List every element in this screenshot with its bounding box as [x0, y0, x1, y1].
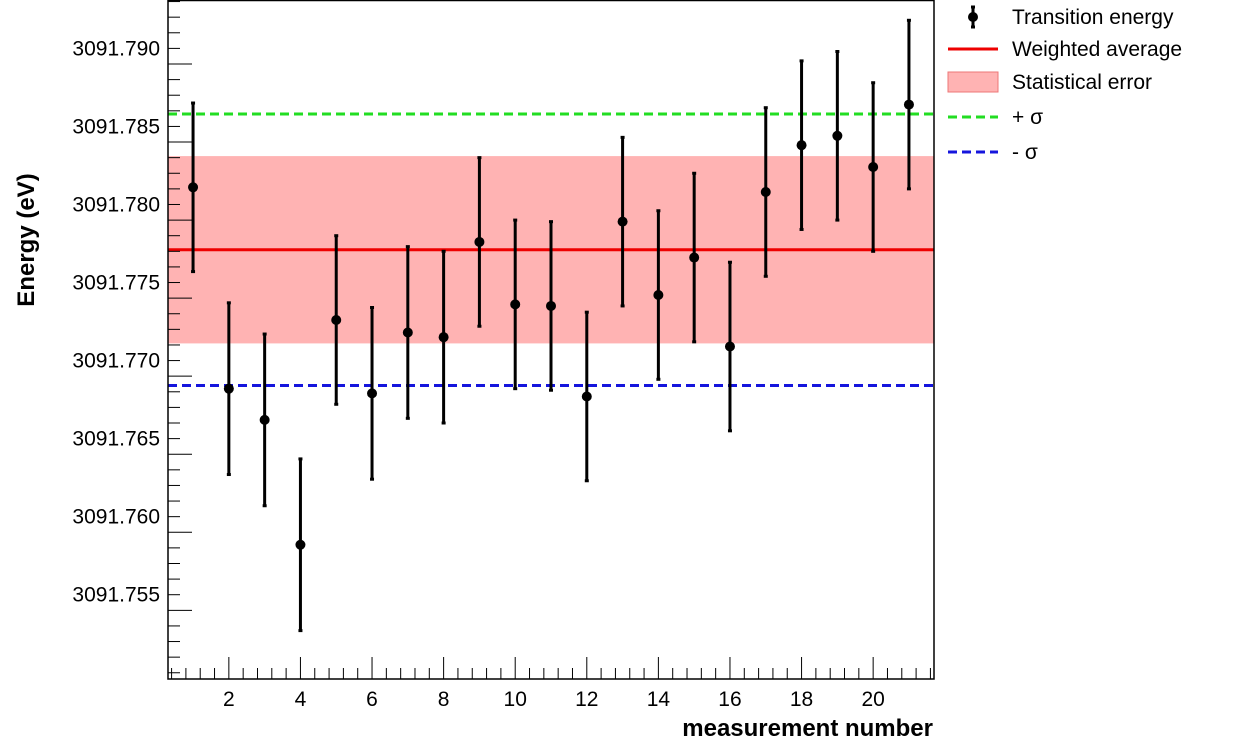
data-point-19 — [832, 50, 843, 222]
plot-frame — [167, 0, 935, 680]
data-point-4 — [295, 457, 306, 633]
x-tick-label: 14 — [647, 688, 671, 711]
x-tick-label: 16 — [718, 688, 741, 711]
axis-ticks-layer — [168, 1, 931, 679]
data-point-marker — [402, 327, 413, 338]
data-point-marker — [510, 299, 521, 310]
data-points-layer — [188, 18, 914, 633]
y-tick-label: 3091.780 — [72, 193, 160, 216]
x-tick-label: 4 — [295, 688, 307, 711]
data-point-marker — [581, 391, 592, 402]
data-point-marker — [259, 414, 270, 425]
x-tick-label: 12 — [575, 688, 598, 711]
data-point-marker — [295, 539, 306, 550]
x-tick-label: 2 — [223, 688, 235, 711]
data-point-17 — [760, 106, 771, 278]
data-point-marker — [474, 236, 485, 247]
y-tick-label: 3091.775 — [72, 272, 160, 295]
data-point-marker — [760, 186, 771, 197]
plot-frame-layer — [167, 0, 935, 680]
x-tick-label: 8 — [438, 688, 450, 711]
data-point-5 — [331, 234, 342, 406]
data-point-8 — [438, 249, 449, 425]
legend: Transition energy Weighted average Statist… — [947, 5, 1182, 164]
data-point-marker — [331, 314, 342, 325]
legend-statistical-error-swatch — [947, 71, 999, 93]
data-point-12 — [581, 310, 592, 483]
data-point-9 — [474, 156, 485, 328]
y-tick-label: 3091.770 — [72, 350, 160, 373]
data-point-6 — [367, 306, 378, 481]
data-point-marker — [689, 252, 700, 263]
legend-minus-sigma-label: - σ — [1012, 141, 1038, 164]
data-point-13 — [617, 135, 628, 308]
legend-statistical-error-label: Statistical error — [1012, 71, 1152, 94]
data-point-marker — [188, 182, 199, 193]
x-tick-label: 6 — [366, 688, 378, 711]
data-point-marker — [438, 332, 449, 343]
y-tick-label: 3091.755 — [72, 584, 160, 607]
data-point-2 — [223, 301, 234, 477]
legend-plus-sigma-label: + σ — [1012, 106, 1043, 129]
data-point-marker — [796, 140, 807, 151]
data-point-11 — [546, 220, 556, 392]
y-tick-label: 3091.785 — [72, 115, 160, 138]
y-tick-label: 3091.760 — [72, 506, 160, 529]
data-point-1 — [188, 101, 199, 274]
data-point-marker — [546, 300, 556, 311]
y-tick-label: 3091.765 — [72, 428, 160, 451]
legend-transition-energy-marker — [968, 12, 978, 22]
data-point-7 — [402, 245, 413, 420]
legend-transition-energy-label: Transition energy — [1012, 6, 1174, 29]
x-tick-label: 18 — [790, 688, 813, 711]
data-point-marker — [832, 130, 843, 141]
data-point-18 — [796, 59, 807, 231]
x-tick-label: 10 — [504, 688, 527, 711]
data-point-3 — [259, 332, 270, 508]
data-point-10 — [510, 218, 521, 391]
data-point-15 — [689, 171, 700, 344]
x-axis-title: measurement number — [682, 715, 933, 742]
data-point-marker — [903, 99, 914, 110]
data-point-marker — [653, 290, 664, 301]
y-tick-label: 3091.790 — [72, 37, 160, 60]
data-point-20 — [868, 81, 879, 253]
data-point-marker — [367, 388, 378, 399]
y-axis-title: Energy (eV) — [13, 173, 40, 306]
data-point-marker — [223, 383, 234, 394]
tick-labels-layer: 3091.755 3091.760 3091.765 3091.770 3091.775… — [72, 37, 884, 711]
data-point-21 — [903, 18, 914, 191]
data-point-16 — [724, 260, 735, 433]
legend-weighted-average-label: Weighted average — [1012, 38, 1182, 61]
data-point-marker — [617, 216, 628, 227]
data-point-marker — [724, 341, 735, 352]
data-point-marker — [868, 162, 879, 173]
data-point-14 — [653, 209, 664, 381]
x-tick-label: 20 — [861, 688, 884, 711]
